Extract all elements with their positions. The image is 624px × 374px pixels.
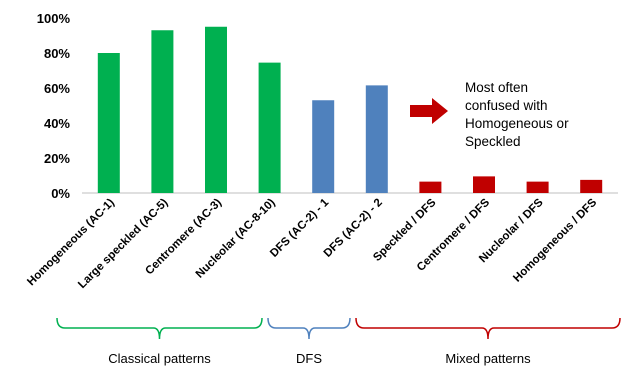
y-tick-label: 60% [44,81,70,96]
annotation-line: Most often [465,80,528,95]
y-tick-label: 0% [51,186,70,201]
group-bracket [56,317,263,340]
group-bracket [355,317,621,340]
bar-8 [473,176,495,193]
y-tick-label: 20% [44,151,70,166]
y-tick-label: 40% [44,116,70,131]
group-label: DFS [296,351,322,366]
bar-4 [258,62,281,193]
category-label: Large speckled (AC-5) [76,197,170,291]
bar-10 [580,179,603,193]
bar-2 [151,30,174,193]
annotation-line: confused with [465,98,548,113]
y-tick-label: 80% [44,46,70,61]
category-label: Homogeneous (AC-1) [25,197,117,289]
bar-1 [97,53,120,193]
arrow-icon [410,98,448,124]
bar-9 [526,181,549,193]
group-label: Mixed patterns [445,351,531,366]
y-tick-label: 100% [37,11,71,26]
bar-3 [205,26,227,193]
bar-7 [419,181,442,193]
bar-5 [312,100,335,193]
bar-6 [365,85,388,193]
group-bracket [267,317,351,340]
group-label: Classical patterns [108,351,211,366]
annotation-line: Speckled [465,134,521,149]
annotation-line: Homogeneous or [465,116,569,131]
